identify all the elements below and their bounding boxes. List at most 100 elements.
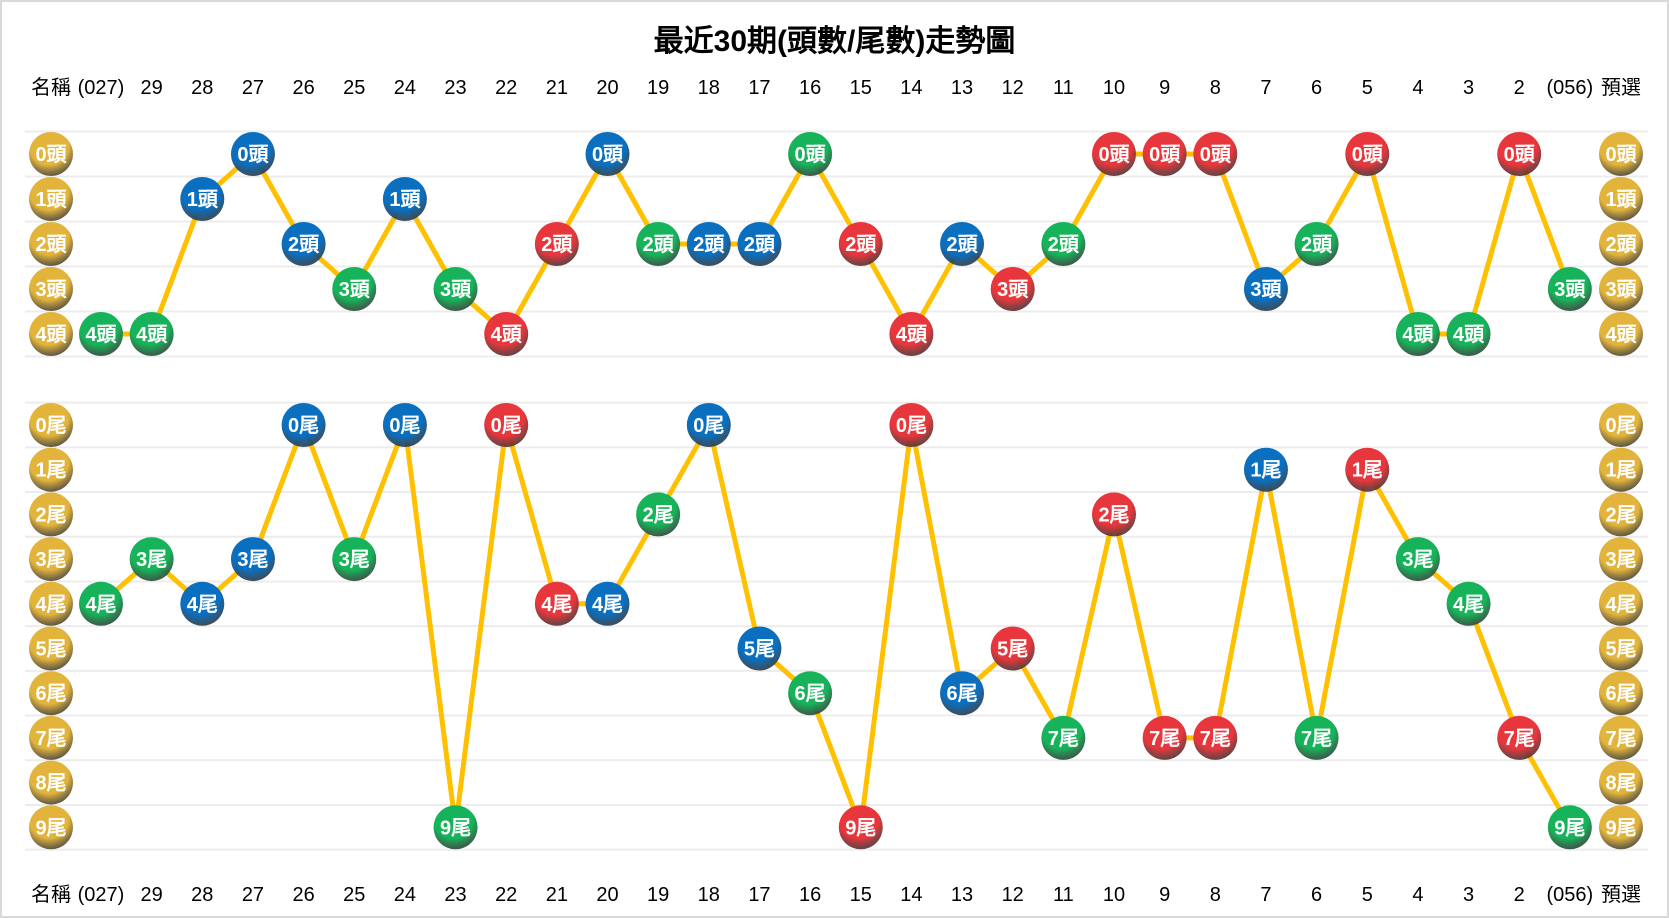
top-header-tick-label: 3	[1463, 77, 1474, 99]
ball-circle	[990, 626, 1035, 671]
level-ball-right: 5尾	[1599, 626, 1643, 671]
ball-label: 1頭	[35, 189, 67, 211]
bottom-header-tick-label: (027)	[78, 884, 125, 906]
data-point-ball: 3尾	[129, 537, 174, 582]
ball-label: 0頭	[35, 144, 67, 166]
level-ball-left: 7尾	[29, 715, 73, 760]
ball-label: 2頭	[643, 234, 675, 256]
data-point-ball: 0頭	[1193, 132, 1238, 176]
bottom-header-name-label: 名稱	[31, 883, 71, 906]
top-header-tick-label: 23	[444, 77, 466, 99]
bottom-header-tick-label: 21	[546, 884, 568, 906]
bottom-header-tick-label: 28	[191, 884, 213, 906]
ball-label: 6尾	[946, 683, 977, 705]
level-ball-left: 4尾	[29, 581, 73, 626]
ball-label: 0頭	[237, 144, 269, 166]
ball-label: 0尾	[896, 415, 927, 437]
level-ball-left: 8尾	[29, 760, 73, 805]
ball-label: 0尾	[389, 415, 420, 437]
data-point-ball: 4尾	[585, 581, 630, 626]
ball-label: 3頭	[1250, 279, 1282, 301]
ball-label: 4頭	[85, 324, 117, 346]
data-point-ball: 2頭	[534, 222, 579, 266]
ball-circle	[788, 671, 833, 716]
ball-label: 5尾	[1605, 639, 1636, 661]
ball-label: 0頭	[1098, 144, 1130, 166]
bottom-header-tick-label: 3	[1463, 884, 1474, 906]
ball-circle	[1092, 492, 1136, 537]
top-header-tick-label: 28	[191, 77, 213, 99]
ball-label: 7尾	[1048, 728, 1079, 750]
ball-circle	[230, 132, 275, 176]
ball-circle	[1193, 132, 1238, 176]
level-ball-right: 9尾	[1599, 805, 1643, 850]
ball-label: 4頭	[896, 324, 928, 346]
ball-circle	[29, 581, 73, 626]
ball-circle	[129, 537, 174, 582]
bottom-header-tick-label: 11	[1053, 884, 1074, 906]
data-point-ball: 0頭	[1092, 132, 1136, 176]
data-point-ball: 0頭	[585, 132, 630, 176]
level-ball-left: 1尾	[29, 447, 73, 492]
ball-label: 2頭	[288, 234, 320, 256]
level-ball-right: 8尾	[1599, 760, 1643, 805]
ball-label: 4頭	[136, 324, 168, 346]
ball-circle	[1547, 805, 1592, 850]
data-point-ball: 3尾	[230, 537, 275, 582]
bottom-header-tick-label: 27	[242, 884, 264, 906]
bottom-header-forecast-label: 預選	[1601, 883, 1641, 906]
data-point-ball: 7尾	[1193, 715, 1238, 760]
data-point-ball: 5尾	[990, 626, 1035, 671]
data-point-ball: 4頭	[484, 312, 529, 356]
trend-line-尾	[99, 422, 1573, 830]
ball-label: 4尾	[541, 594, 572, 616]
top-header-name-label: 名稱	[31, 76, 71, 99]
top-header-tick-label: 27	[242, 77, 264, 99]
ball-label: 1尾	[1352, 460, 1383, 482]
ball-circle	[1041, 222, 1086, 266]
top-header-tick-label: 6	[1311, 77, 1322, 99]
top-header-tick-label: 29	[141, 77, 163, 99]
ball-circle	[1446, 581, 1491, 626]
ball-label: 3尾	[237, 549, 268, 571]
ball-label: 3尾	[1402, 549, 1433, 571]
bottom-header-tick-label: 22	[495, 884, 517, 906]
ball-circle	[1599, 760, 1643, 805]
data-point-ball: 0尾	[484, 403, 529, 447]
ball-circle	[484, 403, 529, 447]
ball-label: 7尾	[1504, 728, 1535, 750]
data-point-ball: 0頭	[230, 132, 275, 176]
level-ball-right: 3尾	[1599, 537, 1643, 582]
ball-label: 2尾	[1605, 504, 1636, 526]
ball-label: 3頭	[35, 279, 67, 301]
level-ball-left: 6尾	[29, 671, 73, 716]
ball-circle	[1142, 715, 1187, 760]
data-point-ball: 3尾	[332, 537, 377, 582]
ball-circle	[838, 222, 883, 266]
bottom-header-tick-label: 5	[1362, 884, 1373, 906]
ball-circle	[940, 222, 985, 266]
bottom-header-tick-label: 25	[343, 884, 365, 906]
bottom-header-tick-label: 13	[951, 884, 973, 906]
ball-label: 0頭	[1200, 144, 1232, 166]
data-point-ball: 4尾	[534, 581, 579, 626]
ball-circle	[382, 177, 427, 221]
ball-circle	[29, 671, 73, 716]
data-point-ball: 4尾	[1446, 581, 1491, 626]
ball-label: 9尾	[35, 817, 66, 839]
ball-label: 3頭	[440, 279, 472, 301]
ball-circle	[29, 760, 73, 805]
ball-label: 2頭	[541, 234, 573, 256]
data-point-ball: 0頭	[1142, 132, 1187, 176]
ball-circle	[1395, 537, 1440, 582]
data-point-ball: 0頭	[788, 132, 833, 176]
level-ball-right: 7尾	[1599, 715, 1643, 760]
ball-circle	[534, 581, 579, 626]
level-ball-right: 6尾	[1599, 671, 1643, 716]
ball-circle	[1243, 447, 1288, 492]
ball-circle	[29, 626, 73, 671]
ball-circle	[1599, 222, 1643, 266]
ball-label: 3尾	[136, 549, 167, 571]
level-ball-left: 1頭	[29, 177, 73, 221]
